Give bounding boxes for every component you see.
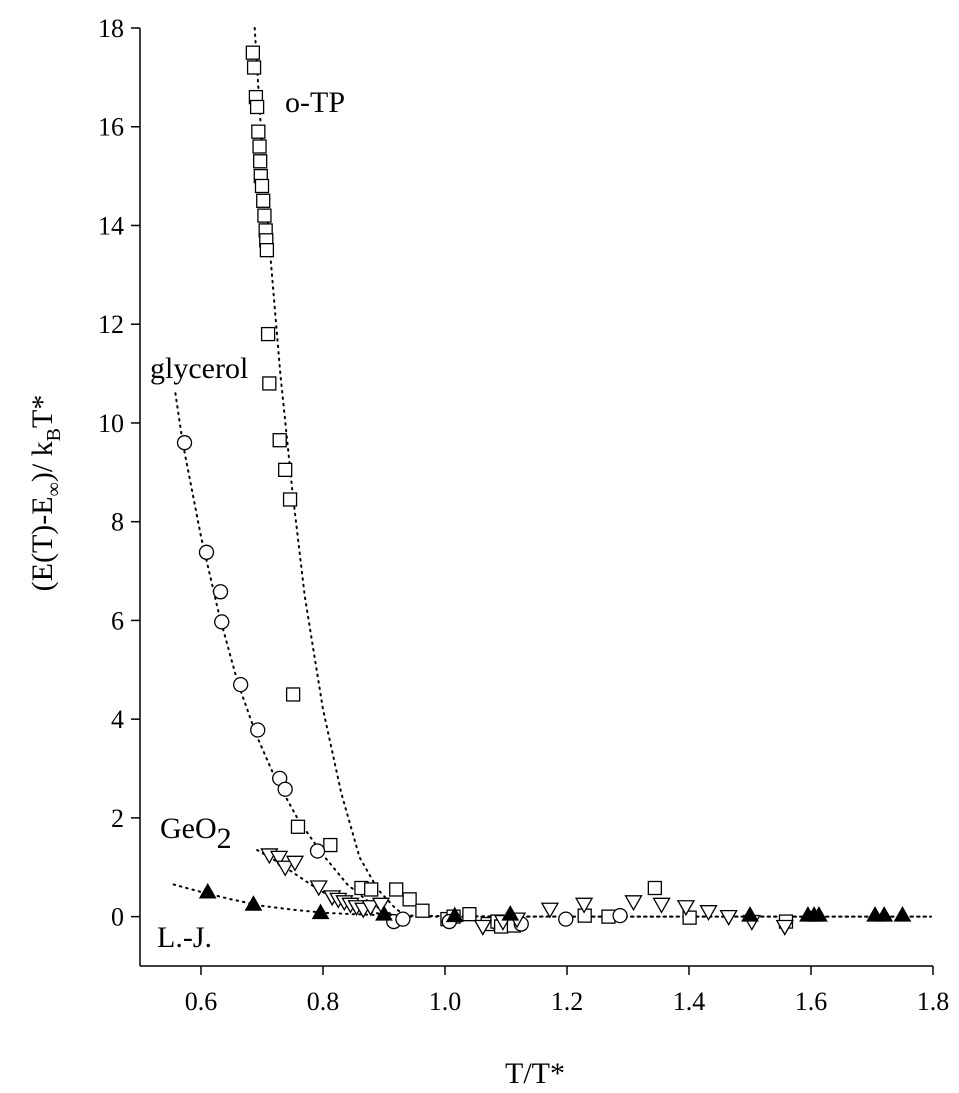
data-point-triangle-down: [652, 897, 671, 914]
y-tick-label: 0: [111, 903, 124, 932]
data-point-triangle-up: [311, 903, 330, 920]
data-point-circle: [277, 781, 293, 797]
x-tick-label: 0.8: [307, 987, 340, 1016]
data-point-circle: [232, 676, 249, 693]
data-point-circle: [176, 435, 193, 451]
data-point-square: [402, 892, 417, 907]
data-point-square: [251, 124, 266, 139]
labels: T/T* (E(T)-E∞)/ kBT* o-TP glycerol GeO2 …: [26, 86, 565, 1090]
fit-curve-circle: [174, 392, 398, 918]
data-point-square: [246, 60, 262, 75]
y-axis-title-sub-b: B: [43, 428, 65, 441]
data-point-triangle-down: [276, 860, 295, 877]
data-point-square: [323, 837, 338, 853]
y-axis-title-part-b: )/ k: [26, 441, 59, 482]
y-axis-title-sub-inf: ∞: [43, 482, 65, 496]
x-tick-label: 1.8: [917, 987, 950, 1016]
data-point-square: [282, 492, 298, 507]
data-point-triangle-up: [198, 882, 217, 899]
series-label-geo2: GeO2: [160, 812, 232, 855]
data-point-square: [462, 907, 477, 922]
y-tick-label: 16: [98, 113, 124, 142]
data-point-square: [262, 376, 277, 391]
data-point-square: [415, 903, 430, 918]
x-tick-label: 1.4: [673, 987, 706, 1016]
series-label-geo2-sub: 2: [217, 822, 232, 855]
series-label-glycerol: glycerol: [150, 352, 248, 385]
y-axis-title-part-a: (E(T)-E: [26, 496, 59, 591]
data-point-square: [252, 139, 267, 154]
data-point-triangle-up: [893, 906, 912, 922]
data-point-square: [364, 882, 379, 897]
x-tick-label: 1.0: [429, 987, 462, 1016]
series-label-otp: o-TP: [285, 86, 345, 119]
data-point-triangle-up: [875, 906, 894, 922]
data-point-triangle-down: [269, 850, 289, 867]
data-point-triangle-down: [473, 919, 492, 936]
data-point-square: [272, 433, 287, 448]
data-point-square: [257, 208, 272, 223]
data-point-triangle-down: [574, 897, 594, 914]
y-tick-label: 8: [111, 508, 124, 537]
data-point-triangle-down: [540, 902, 560, 919]
data-point-triangle-down: [676, 900, 696, 917]
y-tick-label: 18: [98, 14, 124, 43]
data-point-circle: [250, 722, 266, 738]
plot-area: [172, 27, 932, 936]
y-tick-label: 12: [98, 310, 124, 339]
y-tick-label: 2: [111, 804, 124, 833]
data-point-square: [285, 687, 301, 702]
data-point-triangle-down: [309, 880, 328, 897]
y-tick-label: 10: [98, 409, 124, 438]
data-point-square: [290, 819, 306, 834]
data-point-circle: [395, 911, 411, 927]
y-tick-label: 14: [98, 211, 124, 240]
data-point-circle: [214, 614, 230, 630]
data-point-triangle-up: [810, 906, 828, 922]
data-point-square: [253, 154, 268, 169]
data-point-circle: [558, 911, 574, 927]
data-point-square: [647, 880, 662, 896]
fit-curve-square: [253, 27, 410, 918]
data-point-circle: [309, 843, 326, 859]
data-point-circle: [612, 907, 628, 924]
y-axis-title-part-c: T*: [26, 395, 59, 428]
fit-curve-triangle-up-filled: [172, 883, 928, 918]
axes: 0 2 4 6 8 10 12 14 16 18 0.6 0.8 1.0 1.2 1.4 1.6 1.8: [98, 14, 949, 1016]
data-point-triangle-up: [501, 905, 520, 921]
data-point-triangle-up: [741, 906, 759, 922]
x-axis-title: T/T*: [505, 1057, 565, 1090]
data-point-triangle-up: [244, 895, 263, 911]
data-point-square: [260, 326, 276, 342]
data-point-square: [245, 45, 261, 60]
data-point-triangle-down: [361, 900, 380, 917]
y-tick-label: 4: [111, 705, 124, 734]
series-label-lj: L.-J.: [157, 921, 212, 954]
data-point-triangle-down: [285, 855, 305, 872]
x-tick-label: 1.6: [795, 987, 828, 1016]
data-point-circle: [198, 544, 215, 560]
x-tick-label: 0.6: [185, 987, 218, 1016]
data-point-triangle-up: [375, 905, 393, 921]
y-tick-label: 6: [111, 606, 124, 635]
data-point-square: [259, 243, 275, 258]
data-point-square: [278, 462, 293, 477]
data-point-square: [249, 99, 265, 115]
series-label-geo2-main: GeO: [160, 812, 217, 845]
data-point-triangle-down: [371, 897, 391, 914]
x-tick-label: 1.2: [551, 987, 584, 1016]
data-point-triangle-down: [775, 919, 794, 936]
data-point-square: [389, 882, 404, 897]
data-point-circle: [212, 584, 229, 600]
data-point-triangle-down: [624, 895, 643, 912]
data-point-square: [256, 193, 271, 208]
data-point-triangle-up: [445, 906, 464, 923]
data-point-triangle-down: [699, 905, 718, 922]
y-axis-title: (E(T)-E∞)/ kBT*: [26, 395, 65, 592]
data-point-triangle-down: [719, 909, 738, 926]
data-point-square: [254, 178, 270, 194]
